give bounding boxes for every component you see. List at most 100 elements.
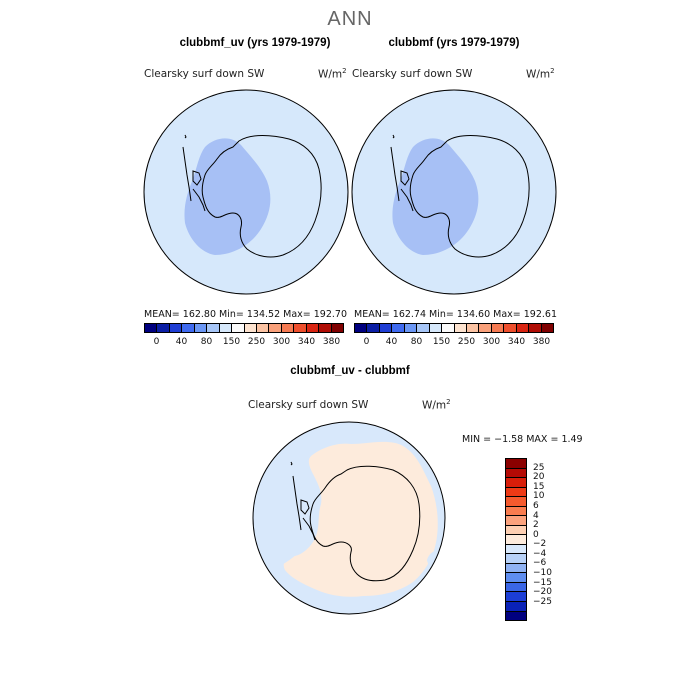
colorbar-swatch — [281, 324, 295, 332]
colorbar-tick-label: −15 — [533, 577, 552, 588]
colorbar-tick-label: 15 — [533, 481, 545, 492]
panel-3-variable-label: Clearsky surf down SW — [248, 399, 369, 411]
colorbar-tick-label: 250 — [247, 337, 266, 347]
colorbar-tick-label: 340 — [297, 337, 316, 347]
panel-2-variable-label: Clearsky surf down SW — [352, 68, 473, 80]
colorbar-swatch — [479, 324, 492, 332]
colorbar-swatch — [506, 468, 526, 479]
colorbar-swatch — [506, 601, 526, 612]
colorbar-tick-label: 150 — [432, 337, 451, 347]
colorbar-tick-label: 250 — [457, 337, 476, 347]
colorbar-swatch — [256, 324, 270, 332]
colorbar-swatch — [219, 324, 233, 332]
colorbar-swatch — [506, 506, 526, 517]
colorbar-swatch — [529, 324, 542, 332]
panel-2-island — [392, 134, 395, 139]
panel-3-antarctica-coastline — [292, 465, 421, 582]
colorbar-swatch — [506, 611, 526, 621]
colorbar-swatch — [506, 478, 526, 488]
colorbar-swatch — [491, 324, 505, 332]
colorbar-swatch — [506, 459, 526, 469]
panel-3-colorbar-ticks: 25 20 15 10 6 4 2 0 −2 −4 −6 −10 −15 −20 −25 — [533, 458, 573, 621]
colorbar-swatch — [506, 563, 526, 574]
colorbar-tick-label: −6 — [533, 558, 547, 569]
colorbar-tick-label: 10 — [533, 491, 545, 502]
panel-3-stats: MIN = −1.58 MAX = 1.49 — [462, 434, 583, 445]
panel-1-stats: MEAN= 162.80 Min= 134.52 Max= 192.70 — [144, 309, 348, 320]
panel-2-antarctica-coastline — [390, 135, 530, 258]
colorbar-tick-label: 6 — [533, 500, 539, 511]
colorbar-swatch — [506, 554, 526, 564]
panel-2-low-sw-region — [392, 138, 479, 255]
colorbar-swatch — [504, 324, 517, 332]
colorbar-tick-label: 380 — [322, 337, 341, 347]
colorbar-tick-label: 80 — [200, 337, 213, 347]
panel-3-colorbar — [505, 458, 527, 621]
panel-1-low-sw-region — [184, 138, 271, 255]
panel-1-island — [184, 134, 187, 139]
colorbar-tick-label: 80 — [410, 337, 423, 347]
colorbar-swatch — [442, 324, 455, 332]
figure-title: ANN — [327, 8, 373, 30]
panel-1-colorbar-ticks: 0 40 80 150 250 300 340 380 — [144, 337, 344, 349]
colorbar-tick-label: 25 — [533, 462, 545, 473]
panel-2-polar-map — [351, 89, 557, 295]
colorbar-swatch — [145, 324, 158, 332]
colorbar-swatch — [194, 324, 208, 332]
colorbar-tick-label: 150 — [222, 337, 241, 347]
panel-2-colorbar — [354, 323, 554, 333]
colorbar-tick-label: 300 — [272, 337, 291, 347]
colorbar-swatch — [506, 544, 526, 555]
panel-1-polar-map — [143, 89, 349, 295]
colorbar-swatch — [506, 487, 526, 498]
colorbar-tick-label: 300 — [482, 337, 501, 347]
colorbar-swatch — [506, 573, 526, 583]
panel-1-title: clubbmf_uv (yrs 1979-1979) — [179, 37, 331, 49]
colorbar-swatch — [319, 324, 332, 332]
panel-2-units: W/m2 — [526, 67, 555, 81]
colorbar-tick-label: 2 — [533, 520, 539, 531]
colorbar-swatch — [207, 324, 220, 332]
colorbar-swatch — [331, 324, 343, 332]
colorbar-swatch — [506, 592, 526, 602]
colorbar-swatch — [232, 324, 245, 332]
colorbar-swatch — [506, 516, 526, 526]
colorbar-swatch — [294, 324, 307, 332]
colorbar-swatch — [269, 324, 282, 332]
colorbar-swatch — [466, 324, 480, 332]
colorbar-swatch — [506, 535, 526, 545]
colorbar-swatch — [516, 324, 530, 332]
panel-3-positive-region — [283, 441, 438, 597]
panel-3-units: W/m2 — [422, 398, 451, 412]
panel-2-title: clubbmf (yrs 1979-1979) — [388, 37, 520, 49]
colorbar-swatch — [506, 582, 526, 593]
colorbar-swatch — [541, 324, 553, 332]
panel-1-units: W/m2 — [318, 67, 347, 81]
colorbar-swatch — [429, 324, 443, 332]
panel-1-colorbar — [144, 323, 344, 333]
panel-3-polar-map — [252, 421, 446, 615]
colorbar-tick-label: 40 — [175, 337, 188, 347]
panel-3-island — [290, 461, 293, 466]
panel-1-antarctica-coastline — [182, 135, 322, 258]
colorbar-swatch — [169, 324, 183, 332]
panel-3-title: clubbmf_uv - clubbmf — [290, 365, 410, 377]
colorbar-tick-label: 4 — [533, 510, 539, 521]
colorbar-tick-label: −25 — [533, 596, 552, 607]
colorbar-swatch — [404, 324, 418, 332]
panel-2-colorbar-ticks: 0 40 80 150 250 300 340 380 — [354, 337, 554, 349]
colorbar-tick-label: −2 — [533, 539, 547, 550]
colorbar-tick-label: −20 — [533, 587, 552, 598]
colorbar-swatch — [244, 324, 257, 332]
colorbar-swatch — [454, 324, 467, 332]
colorbar-swatch — [379, 324, 393, 332]
colorbar-swatch — [506, 497, 526, 507]
panel-1-variable-label: Clearsky surf down SW — [144, 68, 265, 80]
colorbar-tick-label: 40 — [385, 337, 398, 347]
colorbar-tick-label: 380 — [532, 337, 551, 347]
colorbar-swatch — [506, 525, 526, 536]
colorbar-swatch — [355, 324, 368, 332]
colorbar-tick-label: 0 — [153, 337, 160, 347]
colorbar-swatch — [392, 324, 405, 332]
panel-2-stats: MEAN= 162.74 Min= 134.60 Max= 192.61 — [354, 309, 558, 320]
